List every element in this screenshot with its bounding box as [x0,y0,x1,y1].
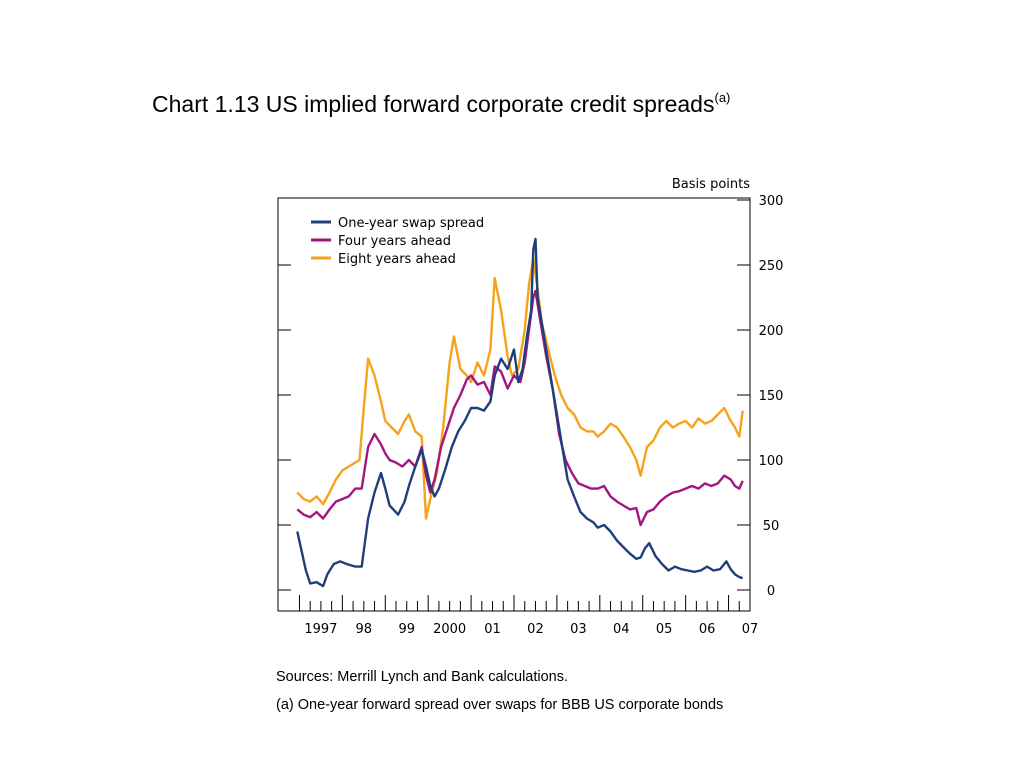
x-tick-label: 2000 [433,622,466,637]
y-tick-label: 50 [763,519,780,534]
x-tick-label: 03 [570,622,587,637]
footnote: (a) One-year forward spread over swaps f… [276,697,724,713]
y-axis-label: Basis points [672,177,750,192]
series-line-0 [296,237,744,588]
y-tick-label: 250 [759,259,784,274]
x-tick-label: 02 [527,622,544,637]
legend: One-year swap spread Four years ahead Eigh… [311,216,484,267]
x-tick-label: 07 [742,622,759,637]
y-tick-label: 0 [767,584,775,599]
y-tick-label: 200 [759,324,784,339]
x-tick-label: 99 [398,622,415,637]
y-axis: 0 50 100 150 200 250 300 [278,194,783,599]
x-tick-label: 01 [484,622,501,637]
x-tick-label: 98 [356,622,373,637]
y-tick-label: 150 [759,389,784,404]
x-tick-label: 04 [613,622,630,637]
y-tick-label: 100 [759,454,784,469]
sources-note: Sources: Merrill Lynch and Bank calculat… [276,669,569,685]
legend-label: Four years ahead [338,234,451,249]
x-axis: 1997 98 99 2000 01 02 03 04 05 06 07 [298,595,759,637]
series-lines [296,237,744,588]
chart-title-footnote-marker: (a) [714,90,731,105]
legend-label: One-year swap spread [338,216,484,231]
legend-label: Eight years ahead [338,252,456,267]
x-tick-label: 05 [656,622,673,637]
series-line-2 [296,257,744,520]
x-tick-label: 1997 [304,622,337,637]
chart-title: Chart 1.13 US implied forward corporate … [152,90,730,118]
y-tick-label: 300 [759,194,784,209]
chart-title-text: Chart 1.13 US implied forward corporate … [152,91,715,117]
x-tick-label: 06 [699,622,716,637]
